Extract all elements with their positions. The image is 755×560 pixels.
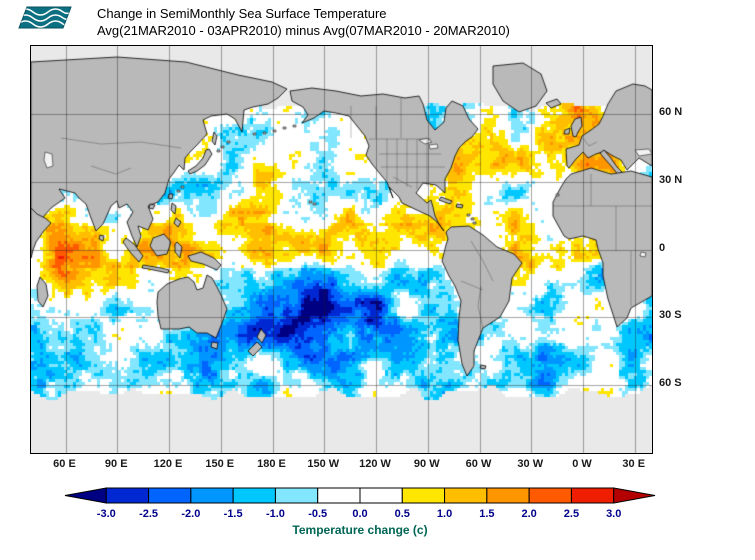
lon-tick-30w: 30 W (517, 458, 544, 470)
header-titles: Change in SemiMonthly Sea Surface Temper… (97, 5, 510, 39)
colorbar-segment-10 (486, 487, 530, 504)
colorbar-segment-3 (190, 487, 234, 504)
colorbar-label: Temperature change (c) (292, 523, 427, 537)
colorbar-tick-1.5: 1.5 (479, 508, 494, 520)
colorbar-tick-0.0: 0.0 (352, 508, 367, 520)
colorbar-tick--0.5: -0.5 (308, 508, 327, 520)
colorbar-tick--3.0: -3.0 (97, 508, 116, 520)
colorbar-tick--1.5: -1.5 (224, 508, 243, 520)
colorbar-segment-2 (148, 487, 192, 504)
colorbar-segment-1 (105, 487, 150, 504)
lat-tick-60s: 60 S (659, 377, 682, 390)
colorbar-segment-12 (570, 487, 615, 504)
colorbar-arrow-right (613, 487, 656, 504)
lon-tick-0w: 0 W (572, 458, 592, 470)
colorbar-tick-3.0: 3.0 (606, 508, 621, 520)
colorbar-svg: -3.0 -2.5 -2.0 -1.5 -1.0 -0.5 0.0 0.5 1.0 1.5 2.0 2… (64, 487, 656, 537)
colorbar-segment-5 (274, 487, 319, 504)
noaa-nesdis-logo (18, 6, 72, 29)
lon-tick-60e: 60 E (53, 458, 76, 470)
chart-subtitle: Avg(21MAR2010 - 03APR2010) minus Avg(07M… (97, 23, 510, 38)
colorbar-tick-2.0: 2.0 (521, 508, 536, 520)
lon-tick-90w: 90 W (413, 458, 440, 470)
lon-tick-150w: 150 W (307, 458, 340, 470)
lon-tick-150e: 150 E (205, 458, 235, 470)
map-frame (30, 45, 653, 454)
lon-tick-90e: 90 E (104, 458, 128, 470)
colorbar: -3.0 -2.5 -2.0 -1.5 -1.0 -0.5 0.0 0.5 1.0 1.5 2.0 2… (64, 486, 656, 545)
lat-tick-30s: 30 S (659, 309, 682, 322)
lon-tick-30e: 30 E (622, 458, 646, 470)
colorbar-segment-6 (317, 487, 361, 504)
lat-tick-0: 0 (659, 241, 666, 254)
colorbar-segment-11 (528, 487, 572, 504)
colorbar-tick--2.5: -2.5 (139, 508, 158, 520)
lon-tick-120w: 120 W (359, 458, 391, 470)
lat-tick-60n: 60 N (659, 105, 683, 118)
lon-tick-60w: 60 W (465, 458, 492, 470)
chart-title: Change in SemiMonthly Sea Surface Temper… (97, 6, 387, 21)
colorbar-tick-2.5: 2.5 (564, 508, 579, 520)
colorbar-segment-8 (401, 487, 446, 504)
colorbar-arrow-left (64, 487, 107, 504)
lon-tick-120e: 120 E (153, 458, 183, 470)
colorbar-segment-4 (232, 487, 276, 504)
sst-anomaly-map (31, 46, 652, 453)
colorbar-tick--1.0: -1.0 (266, 508, 285, 520)
lat-tick-30n: 30 N (659, 173, 683, 186)
colorbar-segment-7 (359, 487, 403, 504)
colorbar-tick--2.0: -2.0 (181, 508, 200, 520)
colorbar-tick-1.0: 1.0 (437, 508, 452, 520)
colorbar-tick-0.5: 0.5 (395, 508, 410, 520)
lon-tick-180e: 180 E (257, 458, 286, 470)
colorbar-segment-9 (444, 487, 488, 504)
